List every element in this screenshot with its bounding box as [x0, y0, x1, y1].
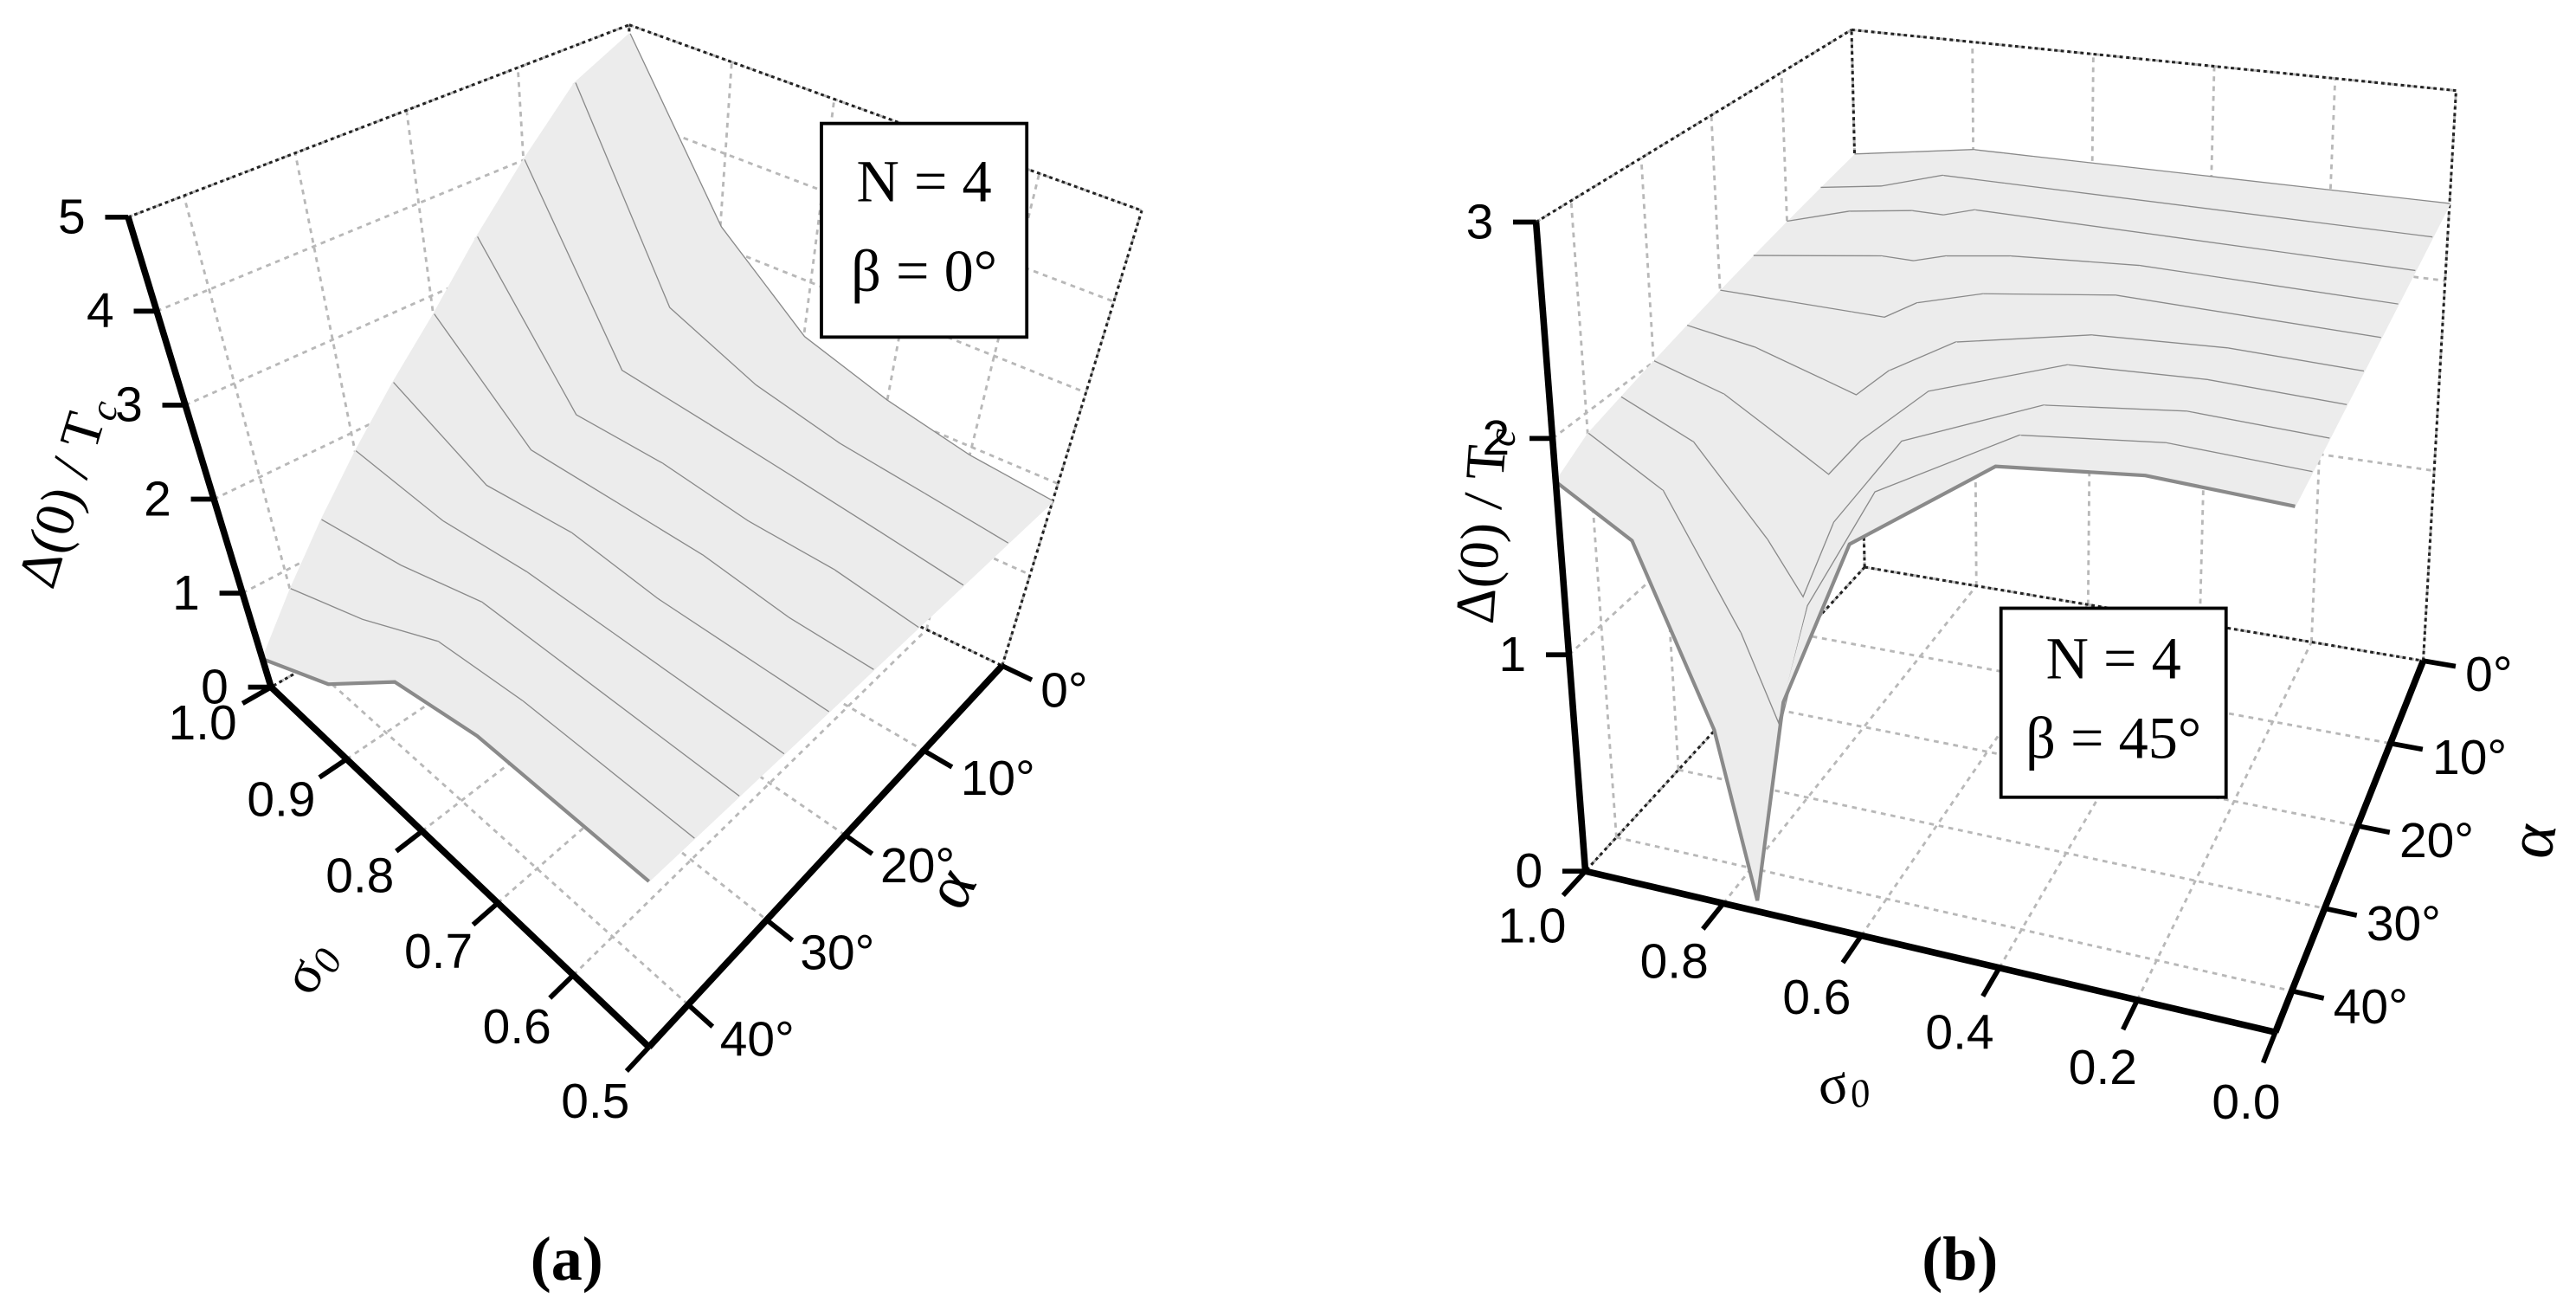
box-edge	[623, 483, 1003, 668]
box-edge	[1001, 210, 1143, 667]
z-axis-label-main: Δ(0) / T	[4, 405, 116, 594]
box-edge	[1851, 28, 2457, 93]
x-tick-label: 0.6	[483, 999, 551, 1055]
y-tick	[2390, 740, 2424, 752]
x-tick	[624, 1045, 651, 1074]
grid-line	[2135, 641, 2313, 1001]
x-tick	[318, 757, 349, 780]
z-axis-label-sub: c	[1479, 428, 1524, 448]
y-tick	[2324, 906, 2358, 918]
x-tick	[1701, 901, 1726, 931]
grid-line	[2086, 54, 2095, 605]
box-edge	[1535, 29, 1852, 223]
grid-line	[184, 207, 628, 407]
y-tick	[764, 918, 795, 943]
grid-line	[1678, 768, 2325, 910]
annotation-text: N = 4	[857, 148, 992, 214]
z-axis-label: Δ(0) / Tc	[4, 389, 127, 597]
x-tick-label: 0.0	[2212, 1074, 2280, 1130]
grid-line	[1722, 584, 1978, 905]
x-tick-label: 0.2	[2069, 1040, 2137, 1095]
y-tick	[2357, 823, 2391, 836]
y-tick-label: 10°	[2432, 730, 2507, 785]
y-tick	[686, 1003, 715, 1029]
grid-line	[572, 629, 928, 977]
z-axis	[125, 216, 274, 688]
x-tick-label: 0.9	[247, 772, 315, 828]
x-tick	[2260, 1031, 2278, 1064]
x-tick-label: 0.4	[1925, 1005, 1993, 1061]
y-tick-label: 0°	[2465, 647, 2512, 702]
annotation-text: N = 4	[2046, 626, 2181, 692]
y-tick-label: 0°	[1040, 663, 1087, 719]
surface-line	[1555, 464, 2296, 901]
x-tick	[395, 829, 424, 854]
box-edge	[127, 23, 630, 219]
z-tick-label: 0	[1516, 843, 1543, 899]
x-tick-label: 1.0	[169, 695, 237, 751]
z-tick-label: 5	[58, 190, 86, 245]
grid-line	[1971, 42, 1978, 586]
grid-line	[1569, 200, 1618, 838]
x-axis	[268, 684, 652, 1050]
x-tick	[471, 900, 499, 927]
y-tick-label: 20°	[880, 838, 955, 894]
grid-line	[1616, 836, 2292, 992]
z-tick-label: 1	[172, 565, 200, 621]
x-tick	[1561, 869, 1587, 898]
surface-line	[261, 657, 651, 883]
panel-label: (b)	[1922, 1224, 1998, 1294]
z-axis	[1532, 222, 1589, 872]
grid-line	[182, 195, 312, 666]
x-tick-label: 0.7	[404, 924, 473, 979]
x-axis	[1584, 868, 2277, 1036]
x-tick-label: 1.0	[1497, 898, 1566, 953]
grid-line	[1740, 700, 2358, 828]
y-tick-label: 30°	[800, 926, 874, 981]
z-axis-label: Δ(0) / Tc	[1443, 426, 1524, 626]
y-tick-label: 20°	[2399, 813, 2474, 868]
z-tick-label: 2	[144, 471, 171, 526]
box-edge	[1850, 29, 1866, 568]
z-tick-label: 0	[201, 659, 229, 714]
annotation-box	[820, 121, 1029, 339]
y-axis	[2272, 659, 2427, 1034]
x-axis-label: σ0	[267, 930, 351, 1006]
z-tick-label: 3	[115, 377, 143, 433]
box-edge	[628, 23, 1143, 212]
x-tick	[548, 973, 576, 1000]
y-tick	[2423, 658, 2457, 669]
y-tick-label: 10°	[961, 751, 1035, 806]
y-axis	[646, 663, 1005, 1049]
x-tick-label: 0.5	[561, 1074, 629, 1129]
z-tick-label: 3	[1466, 194, 1494, 249]
x-tick-label: 0.8	[325, 849, 394, 904]
y-tick	[2291, 988, 2325, 1001]
x-tick-label: 0.8	[1640, 934, 1709, 990]
x-tick	[1980, 966, 2002, 998]
y-axis-label: α	[2493, 817, 2571, 864]
y-tick-label: 40°	[2334, 979, 2408, 1035]
x-tick	[2121, 998, 2140, 1031]
grid-line	[1860, 603, 2090, 937]
x-tick-label: 0.6	[1782, 970, 1851, 1025]
annotation-text: β = 0°	[851, 238, 997, 304]
x-axis-label: σ0	[1811, 1046, 1874, 1123]
y-tick	[1001, 663, 1034, 682]
panel-label: (a)	[531, 1224, 603, 1294]
annotation-text: β = 45°	[2025, 705, 2201, 771]
y-tick-label: 40°	[720, 1012, 795, 1068]
z-tick-label: 2	[1483, 410, 1510, 466]
y-tick-label: 30°	[2367, 896, 2441, 952]
z-axis-label-main: Δ(0) / T	[1443, 443, 1517, 626]
y-tick	[843, 833, 874, 856]
annotation-box	[1999, 606, 2228, 799]
y-tick	[922, 748, 954, 770]
z-tick-label: 4	[87, 283, 114, 339]
x-tick	[1840, 933, 1864, 965]
box-edge	[2421, 90, 2457, 661]
z-tick-label: 1	[1499, 627, 1527, 682]
x-tick	[241, 685, 273, 706]
